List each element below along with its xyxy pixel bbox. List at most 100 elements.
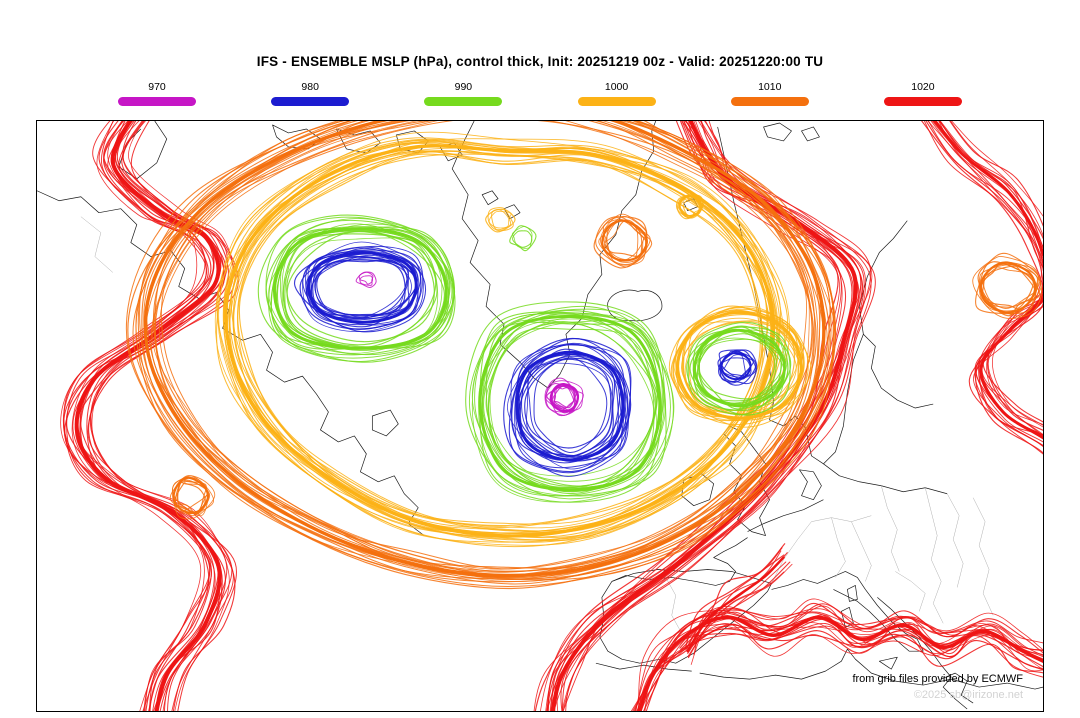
coastline-north-africa	[595, 648, 1043, 690]
ensemble-member-contour	[925, 121, 1043, 447]
ensemble-member-contour	[524, 358, 612, 449]
ensemble-member-contour	[302, 241, 424, 332]
ensemble-member-contour	[717, 350, 757, 386]
ensemble-member-contour	[489, 322, 654, 477]
border-line	[924, 487, 944, 624]
ensemble-member-contour	[286, 231, 437, 346]
ensemble-member-contour	[270, 219, 450, 356]
ensemble-member-contour	[551, 385, 576, 409]
ensemble-member-contour	[518, 357, 622, 457]
ensemble-member-contour	[514, 344, 627, 469]
ensemble-member-contour	[465, 301, 667, 497]
ensemble-member-contour	[515, 342, 629, 464]
ensemble-member-contour	[355, 271, 377, 288]
ensemble-member-contour	[91, 121, 234, 711]
ensemble-member-contour	[533, 357, 608, 453]
ensemble-member-contour	[951, 121, 1043, 428]
ensemble-member-contour	[544, 380, 584, 413]
legend-value-label: 990	[454, 81, 473, 93]
ensemble-member-contour	[923, 121, 1043, 455]
control-contour	[720, 352, 752, 381]
control-contour	[549, 382, 580, 413]
coastline-newfoundland	[371, 409, 399, 437]
ensemble-member-contour	[359, 275, 374, 285]
ensemble-member-contour	[217, 131, 786, 546]
ensemble-member-contour	[230, 150, 773, 532]
ensemble-member-contour	[63, 121, 212, 711]
ensemble-member-contour	[218, 138, 790, 543]
credit-provider: from grib files provided by ECMWF	[852, 673, 1023, 685]
ensemble-member-contour	[153, 121, 813, 569]
ensemble-member-contour	[556, 121, 862, 711]
ensemble-member-contour	[718, 349, 758, 385]
control-contour	[515, 350, 625, 462]
ensemble-member-contour	[508, 338, 632, 474]
ensemble-member-contour	[158, 121, 807, 570]
ensemble-member-contour	[975, 252, 1041, 315]
ensemble-member-contour	[160, 121, 813, 570]
border-line	[80, 216, 114, 273]
country-borders	[80, 216, 994, 634]
pressure-legend: 970 980 990 1000 1010 1020	[118, 81, 962, 106]
control-contour	[306, 251, 418, 324]
legend-value-label: 980	[301, 81, 319, 93]
legend-value-label: 970	[148, 81, 166, 93]
ensemble-member-contour	[127, 121, 834, 590]
ensemble-member-contour	[228, 141, 776, 534]
control-contour	[224, 144, 776, 538]
legend-item-1010: 1010	[730, 81, 809, 106]
ensemble-member-contour	[238, 153, 761, 527]
legend-color-bar	[271, 97, 350, 106]
coastline-svalbard	[763, 122, 820, 142]
ensemble-member-contour	[222, 138, 780, 543]
control-contour	[638, 615, 1043, 711]
contour-level-1010	[125, 121, 1043, 590]
ensemble-member-contour	[171, 477, 214, 515]
ensemble-member-contour	[921, 121, 1043, 454]
coastline-greenland	[451, 121, 657, 389]
ensemble-member-contour	[71, 121, 215, 711]
legend-value-label: 1010	[758, 81, 782, 93]
ensemble-member-contour	[512, 230, 533, 248]
legend-item-970: 970	[118, 81, 196, 106]
coastline-greece	[941, 672, 974, 704]
border-line	[881, 485, 900, 572]
ensemble-member-contour	[286, 230, 435, 343]
ensemble-member-contour	[510, 344, 632, 477]
ensemble-member-contour	[311, 256, 416, 319]
ensemble-member-contour	[606, 219, 648, 257]
ensemble-member-contour	[687, 321, 789, 416]
ensemble-member-contour	[174, 482, 206, 513]
legend-color-bar	[118, 97, 196, 106]
ensemble-member-contour	[503, 338, 632, 473]
ensemble-member-contour	[63, 121, 211, 711]
ensemble-member-contour	[938, 121, 1043, 437]
ensemble-member-contour	[690, 563, 793, 665]
ensemble-member-contour	[135, 121, 835, 583]
ensemble-member-contour	[687, 571, 785, 655]
legend-value-label: 1020	[911, 81, 935, 93]
legend-item-990: 990	[424, 81, 503, 106]
ensemble-member-contour	[137, 121, 832, 585]
ensemble-member-contour	[687, 561, 787, 657]
ensemble-member-contour	[638, 617, 1043, 711]
ensemble-member-contour	[643, 623, 1043, 711]
ensemble-member-contour	[314, 259, 410, 316]
map-frame: from grib files provided by ECMWF ©2025 …	[36, 120, 1044, 712]
legend-item-1000: 1000	[577, 81, 656, 106]
control-contour	[676, 310, 803, 420]
contour-level-990	[257, 214, 792, 503]
ensemble-member-contour	[640, 628, 1043, 711]
ensemble-member-contour	[600, 213, 648, 266]
legend-color-bar	[730, 97, 809, 106]
ensemble-member-contour	[977, 261, 1041, 317]
border-line	[831, 517, 846, 578]
coastline-labrador	[37, 190, 425, 536]
ensemble-member-contour	[485, 321, 662, 495]
control-contour	[273, 227, 448, 350]
ensemble-member-contour	[87, 121, 239, 711]
ensemble-member-contour	[257, 214, 454, 363]
ensemble-member-contour	[268, 217, 455, 362]
ensemble-member-contour	[265, 216, 450, 359]
contour-level-970	[355, 271, 584, 417]
